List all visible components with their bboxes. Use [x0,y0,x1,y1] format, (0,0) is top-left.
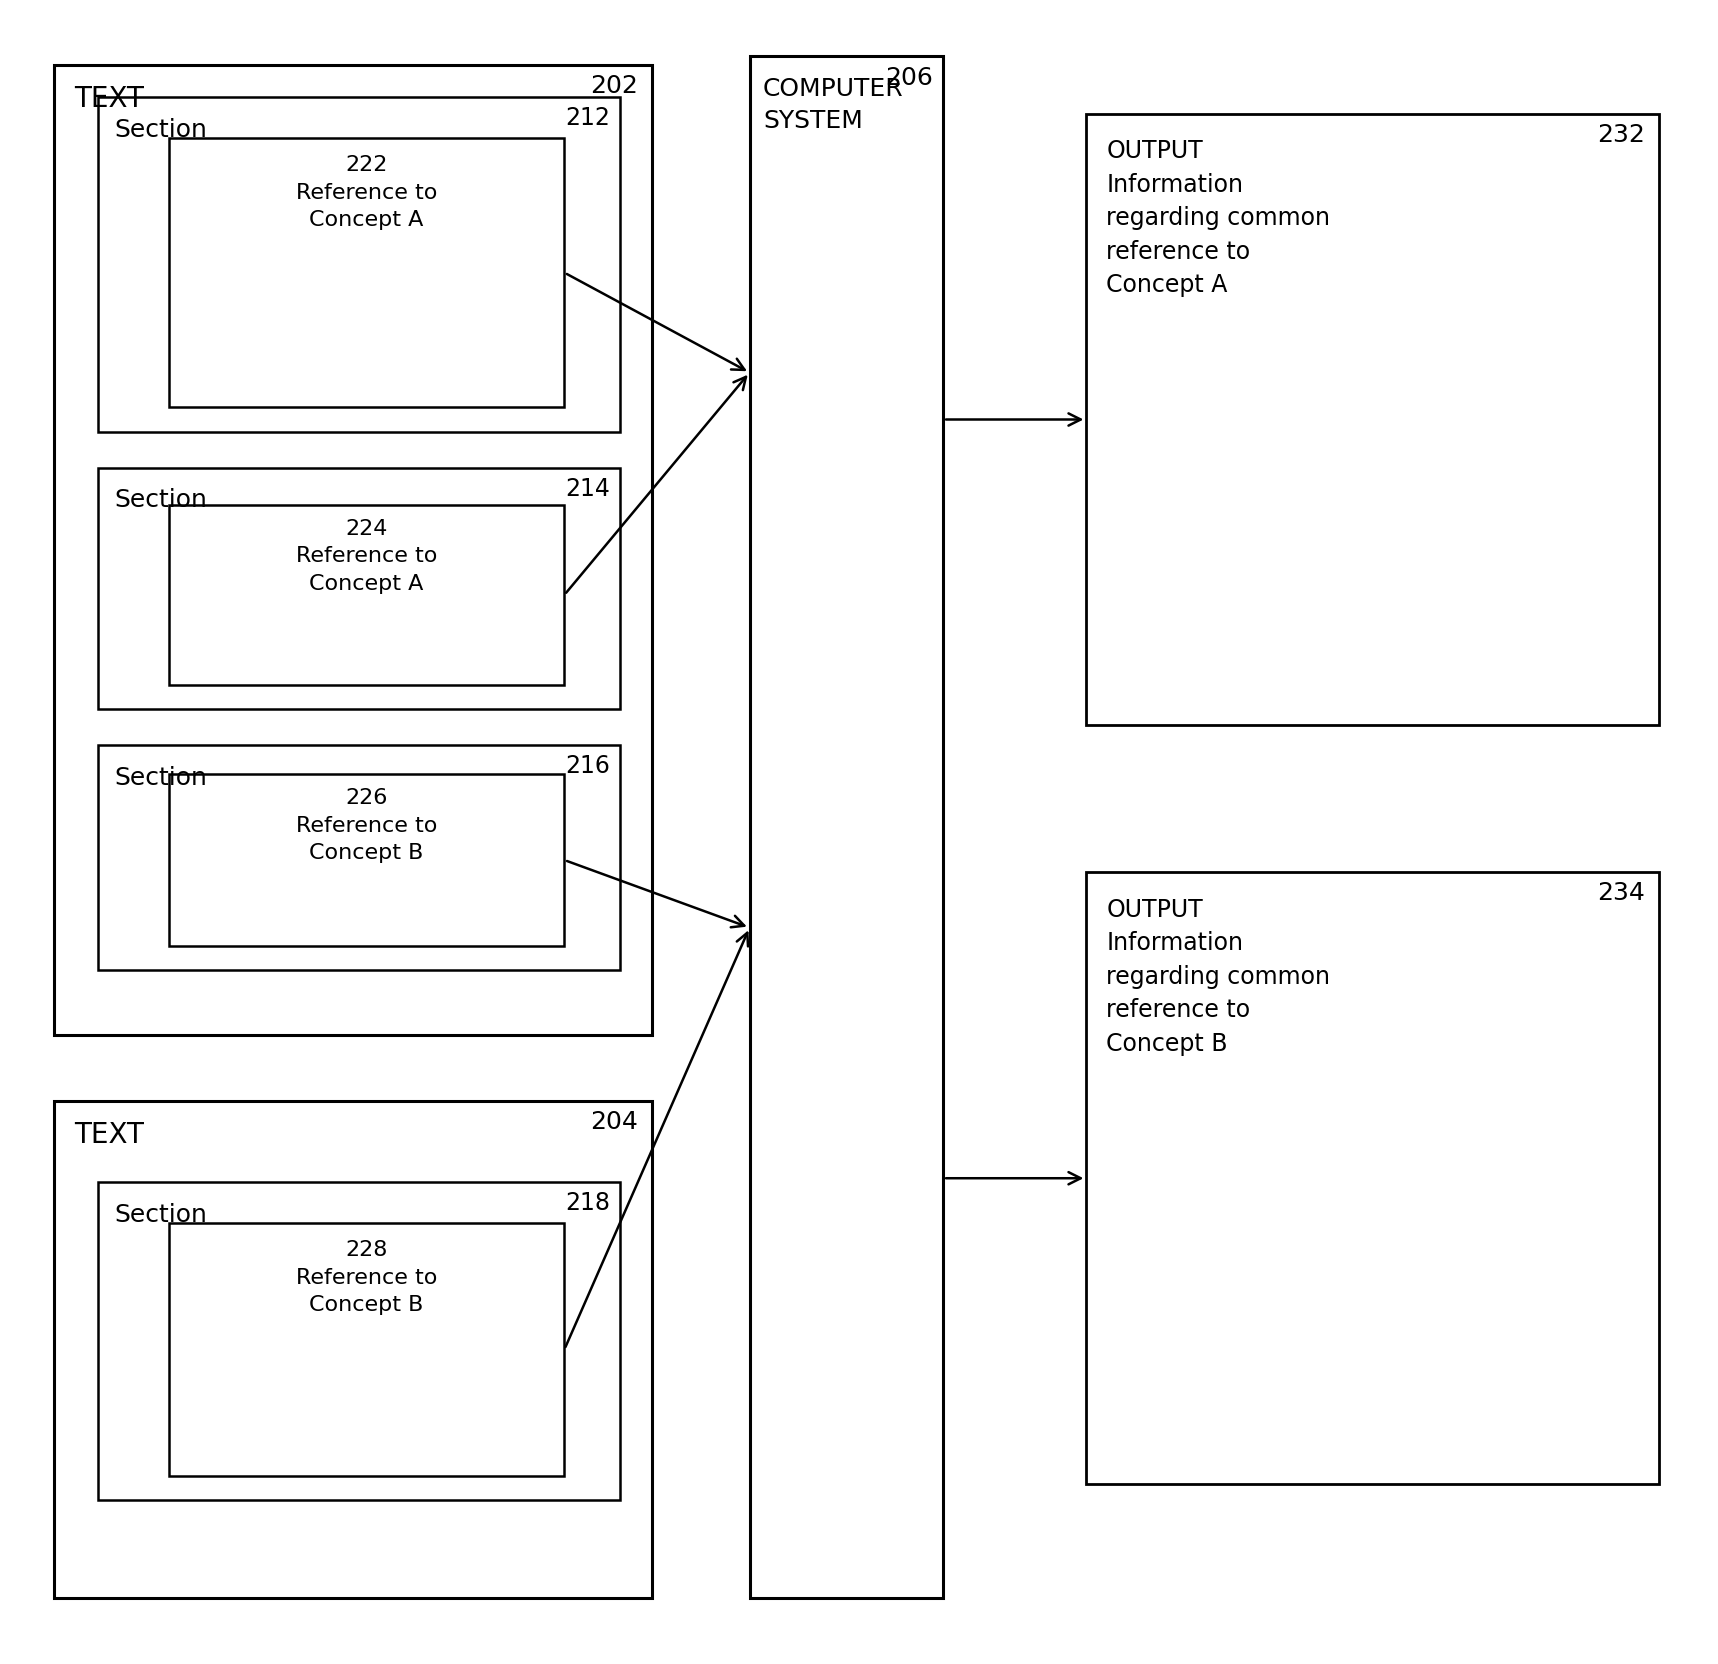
Text: 204: 204 [591,1110,639,1133]
Text: Section: Section [115,1201,208,1226]
Text: Section: Section [115,488,208,513]
Text: 234: 234 [1598,880,1646,905]
Text: 214: 214 [565,476,610,501]
Bar [1086,874,1660,1484]
Text: TEXT: TEXT [74,1120,144,1148]
Text: 216: 216 [565,754,610,777]
Text: 224
Reference to
Concept A: 224 Reference to Concept A [295,519,436,594]
Text: 212: 212 [565,106,610,130]
Bar [98,745,620,970]
Bar [168,1223,564,1476]
Bar [168,775,564,947]
Bar [98,1183,620,1501]
Text: 206: 206 [885,65,933,90]
Text: 222
Reference to
Concept A: 222 Reference to Concept A [295,155,436,230]
Bar [168,138,564,408]
Text: 232: 232 [1598,123,1646,146]
Text: COMPUTER
SYSTEM: COMPUTER SYSTEM [763,77,904,133]
Bar [1086,115,1660,726]
Text: Section: Section [115,765,208,789]
Bar [55,65,651,1035]
Bar [98,468,620,711]
Text: OUTPUT
Information
regarding common
reference to
Concept A: OUTPUT Information regarding common refe… [1106,140,1330,296]
Bar [749,58,943,1599]
Bar [168,506,564,686]
Text: 218: 218 [565,1191,610,1215]
Text: 226
Reference to
Concept B: 226 Reference to Concept B [295,789,436,862]
Bar [55,1102,651,1599]
Text: TEXT: TEXT [74,85,144,113]
Text: 228
Reference to
Concept B: 228 Reference to Concept B [295,1240,436,1315]
Bar [98,98,620,433]
Text: 202: 202 [591,73,639,98]
Text: OUTPUT
Information
regarding common
reference to
Concept B: OUTPUT Information regarding common refe… [1106,897,1330,1055]
Text: Section: Section [115,118,208,141]
